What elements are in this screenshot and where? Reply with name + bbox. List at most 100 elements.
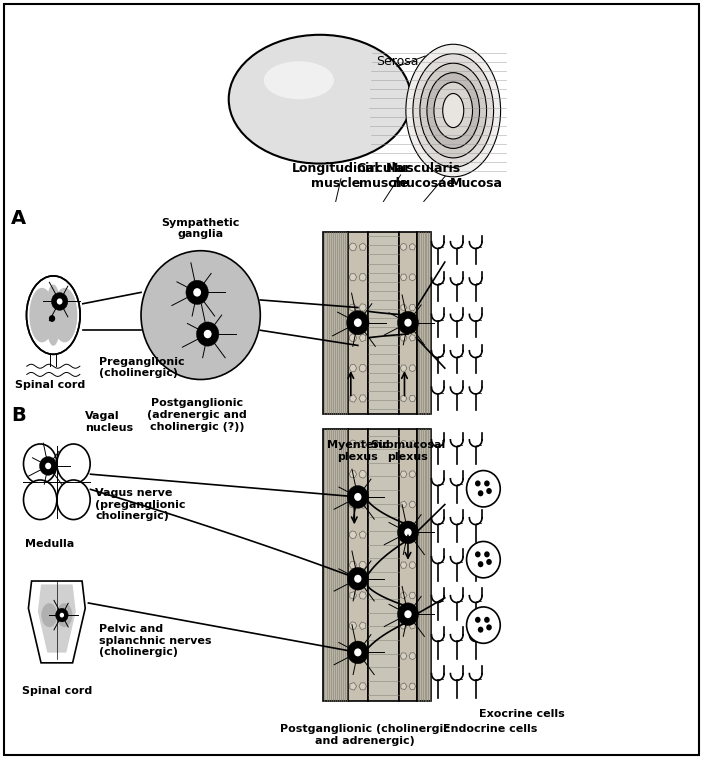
Polygon shape	[409, 365, 415, 372]
Polygon shape	[409, 244, 415, 250]
Circle shape	[478, 490, 484, 496]
Circle shape	[404, 319, 412, 326]
Bar	[417, 429, 431, 701]
Polygon shape	[400, 365, 407, 371]
Polygon shape	[349, 653, 356, 660]
Polygon shape	[409, 562, 415, 568]
Polygon shape	[349, 622, 356, 630]
Text: Circular
muscle: Circular muscle	[356, 162, 411, 190]
Text: Endocrine cells: Endocrine cells	[443, 724, 538, 734]
Ellipse shape	[434, 82, 472, 139]
Polygon shape	[401, 622, 407, 629]
Polygon shape	[28, 581, 85, 663]
Text: Mucosa: Mucosa	[450, 177, 503, 190]
Circle shape	[475, 480, 481, 487]
Text: Medulla: Medulla	[25, 539, 75, 549]
Circle shape	[354, 575, 361, 583]
Polygon shape	[409, 653, 415, 660]
Text: A: A	[11, 209, 26, 228]
Polygon shape	[350, 501, 356, 509]
Circle shape	[478, 561, 484, 567]
Polygon shape	[349, 364, 356, 372]
Polygon shape	[359, 471, 366, 478]
Polygon shape	[359, 243, 366, 250]
Polygon shape	[409, 335, 415, 342]
Polygon shape	[401, 304, 407, 311]
Text: Spinal cord: Spinal cord	[22, 686, 92, 696]
Circle shape	[486, 559, 492, 565]
Circle shape	[467, 471, 501, 507]
Polygon shape	[359, 395, 366, 402]
Text: Preganglionic
(cholinergic): Preganglionic (cholinergic)	[99, 357, 185, 379]
Circle shape	[354, 319, 362, 327]
Circle shape	[467, 607, 501, 644]
Text: Vagus nerve
(preganglionic
cholinergic): Vagus nerve (preganglionic cholinergic)	[96, 488, 186, 521]
Circle shape	[478, 627, 484, 633]
Ellipse shape	[23, 480, 57, 520]
Circle shape	[354, 493, 361, 501]
Bar	[368, 231, 399, 414]
Polygon shape	[409, 395, 415, 402]
Polygon shape	[401, 501, 407, 508]
Polygon shape	[359, 562, 366, 569]
Ellipse shape	[46, 285, 61, 346]
Polygon shape	[38, 584, 76, 653]
FancyBboxPatch shape	[399, 429, 417, 701]
Polygon shape	[401, 335, 407, 342]
Text: B: B	[11, 406, 26, 425]
Polygon shape	[349, 562, 356, 568]
Polygon shape	[359, 622, 366, 629]
Ellipse shape	[420, 63, 486, 158]
Ellipse shape	[57, 480, 90, 520]
Polygon shape	[359, 501, 366, 509]
Ellipse shape	[23, 444, 57, 483]
Text: Myenteric
plexus: Myenteric plexus	[327, 440, 389, 461]
Circle shape	[404, 528, 412, 537]
FancyBboxPatch shape	[399, 231, 417, 414]
Circle shape	[49, 315, 56, 322]
Polygon shape	[409, 683, 415, 689]
Ellipse shape	[413, 54, 494, 168]
Text: Longitudinal
muscle: Longitudinal muscle	[292, 162, 380, 190]
Ellipse shape	[52, 288, 77, 342]
Polygon shape	[409, 304, 415, 311]
Polygon shape	[350, 304, 356, 311]
Circle shape	[204, 330, 212, 339]
Circle shape	[475, 617, 481, 623]
Polygon shape	[350, 682, 356, 690]
Ellipse shape	[406, 44, 501, 177]
Circle shape	[39, 457, 57, 475]
Ellipse shape	[27, 276, 80, 354]
Polygon shape	[409, 531, 415, 538]
Polygon shape	[409, 274, 415, 281]
Polygon shape	[409, 471, 415, 477]
Ellipse shape	[264, 61, 334, 99]
Bar	[417, 231, 431, 414]
Circle shape	[196, 322, 219, 346]
Text: Vagal
nucleus: Vagal nucleus	[85, 411, 133, 433]
Polygon shape	[400, 471, 407, 477]
Ellipse shape	[427, 73, 479, 149]
Polygon shape	[349, 440, 356, 448]
Circle shape	[56, 608, 68, 622]
Text: Exocrine cells: Exocrine cells	[479, 709, 565, 719]
Text: Pelvic and
splanchnic nerves
(cholinergic): Pelvic and splanchnic nerves (cholinergi…	[99, 624, 212, 657]
Circle shape	[57, 298, 63, 304]
Circle shape	[397, 603, 418, 625]
Polygon shape	[409, 501, 415, 508]
Ellipse shape	[56, 603, 72, 627]
Circle shape	[404, 610, 412, 618]
Text: Muscularis
mucosae: Muscularis mucosae	[386, 162, 461, 190]
Polygon shape	[359, 304, 366, 311]
Circle shape	[45, 463, 51, 469]
Bar	[323, 429, 348, 701]
Circle shape	[486, 488, 492, 494]
FancyBboxPatch shape	[348, 429, 368, 701]
Circle shape	[347, 486, 368, 509]
Polygon shape	[349, 334, 356, 342]
Ellipse shape	[228, 35, 411, 164]
Circle shape	[60, 613, 64, 618]
Circle shape	[486, 625, 492, 631]
Circle shape	[141, 250, 260, 380]
Circle shape	[475, 551, 481, 557]
